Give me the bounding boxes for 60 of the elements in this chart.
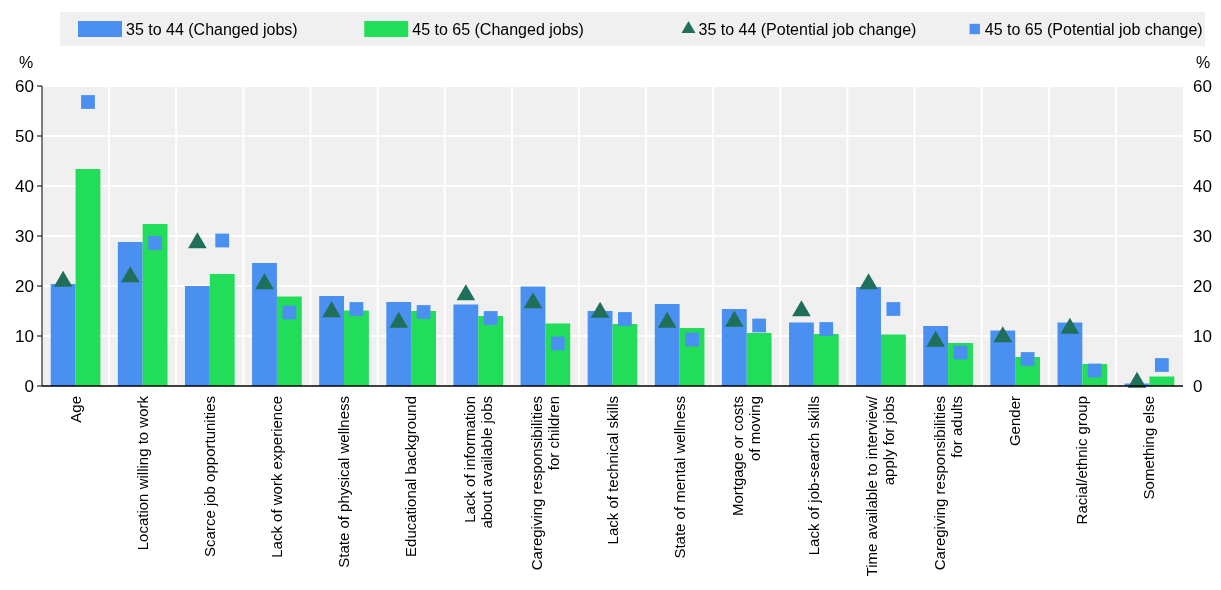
bar	[856, 287, 881, 386]
bar	[411, 311, 436, 386]
bar	[721, 309, 747, 386]
bar	[276, 296, 302, 386]
y-tick-label: 50	[15, 126, 34, 146]
x-tick-label: Educational background	[402, 396, 420, 557]
bar	[344, 310, 369, 386]
legend-label: 45 to 65 (Potential job change)	[984, 20, 1203, 38]
bar	[386, 302, 412, 386]
y2-tick-label: 60	[1193, 76, 1212, 96]
bar	[813, 334, 839, 386]
y2-tick-label: 50	[1193, 126, 1212, 146]
bar	[184, 286, 210, 386]
x-tick-label: State of physical wellness	[335, 396, 353, 568]
y2-tick-label: 30	[1193, 226, 1212, 246]
bar	[1057, 322, 1083, 386]
bar	[612, 324, 638, 386]
x-tick-label: Location willing to work	[133, 395, 151, 551]
bar	[746, 333, 772, 386]
bar	[252, 263, 277, 386]
x-tick-label: Something else	[1140, 396, 1158, 500]
x-tick-label: Lack of work experience	[267, 396, 285, 558]
bar	[654, 304, 680, 386]
legend-label: 35 to 44 (Potential job change)	[698, 20, 917, 38]
legend-label: 35 to 44 (Changed jobs)	[126, 20, 298, 38]
bar	[142, 224, 168, 386]
y2-tick-label: 0	[1193, 376, 1203, 396]
y-tick-label: 10	[15, 326, 34, 346]
x-tick-label: Gender	[1006, 396, 1024, 447]
x-tick-label: Racial/ethnic group	[1073, 396, 1091, 525]
y2-tick-label: 20	[1193, 276, 1212, 296]
bar	[520, 286, 546, 386]
bar	[209, 274, 235, 386]
x-tick-label: State of mental wellness	[670, 396, 688, 559]
bar	[319, 296, 345, 386]
bar	[789, 322, 814, 386]
x-tick-label: Age	[66, 396, 84, 423]
y2-tick-label: 40	[1193, 176, 1212, 196]
y2-tick-label: 10	[1193, 326, 1212, 346]
bar	[478, 316, 504, 386]
y2-axis-title: %	[1195, 54, 1211, 71]
x-tick-label: Lack of job-search skills	[804, 396, 822, 556]
x-tick-label: Lack of information about available jobs	[460, 396, 495, 529]
bar	[75, 169, 101, 386]
y-tick-label: 60	[15, 76, 34, 96]
y-tick-label: 0	[24, 376, 34, 396]
bar	[453, 304, 479, 386]
legend-label: 45 to 65 (Changed jobs)	[412, 20, 584, 38]
x-tick-label: Mortgage or costs of moving	[729, 396, 764, 517]
x-tick-label: Time available to interview/ apply for jobs	[863, 395, 898, 577]
y-tick-label: 40	[15, 176, 34, 196]
y-tick-label: 30	[15, 226, 34, 246]
x-tick-label: Scarce job opportunities	[200, 396, 218, 557]
y-tick-label: 20	[15, 276, 34, 296]
bar	[880, 334, 906, 386]
bar	[117, 242, 143, 386]
bar	[50, 284, 76, 386]
x-tick-label: Lack of technical skills	[603, 396, 621, 545]
y-axis-title: %	[18, 54, 34, 71]
bar	[587, 311, 613, 386]
